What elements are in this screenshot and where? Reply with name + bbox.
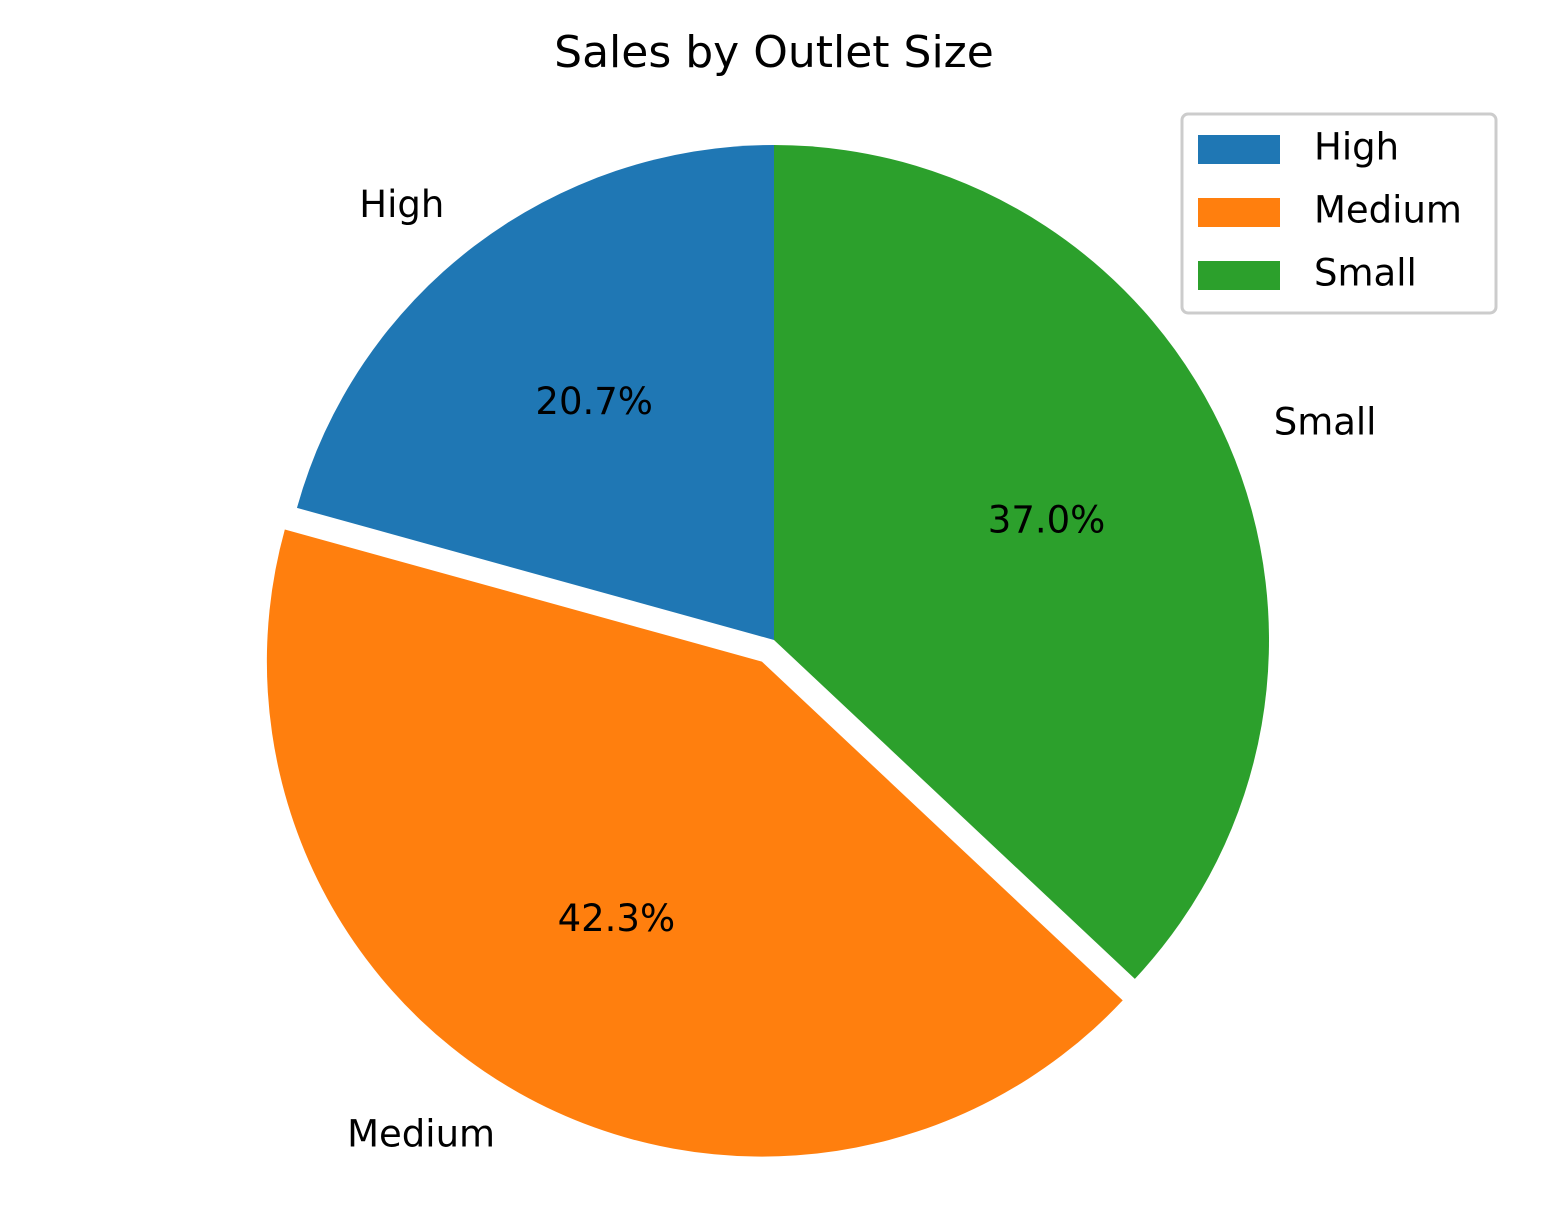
slice-label-small: Small	[1274, 400, 1377, 443]
slice-label-high: High	[359, 183, 444, 226]
legend-swatch-medium	[1198, 198, 1280, 227]
chart-title: Sales by Outlet Size	[554, 27, 994, 78]
legend: High Medium Small	[1180, 112, 1498, 315]
percent-label-medium: 42.3%	[558, 897, 676, 940]
pie-slices	[266, 145, 1270, 1157]
pie-slice-medium	[266, 529, 1123, 1157]
legend-label-small: Small	[1314, 252, 1417, 295]
legend-swatch-small	[1198, 261, 1280, 290]
percent-label-high: 20.7%	[535, 380, 653, 423]
slice-label-medium: Medium	[347, 1113, 495, 1156]
pie-percent-labels: 20.7% 42.3% 37.0%	[535, 380, 1105, 940]
legend-items: High Medium Small	[1198, 126, 1462, 295]
legend-label-medium: Medium	[1314, 189, 1462, 232]
pie-slice-small	[774, 145, 1270, 979]
legend-label-high: High	[1314, 126, 1399, 169]
pie-slice-labels: High Medium Small	[347, 183, 1376, 1156]
percent-label-small: 37.0%	[988, 499, 1106, 542]
pie-slice-high	[296, 145, 774, 640]
legend-swatch-high	[1198, 135, 1280, 164]
